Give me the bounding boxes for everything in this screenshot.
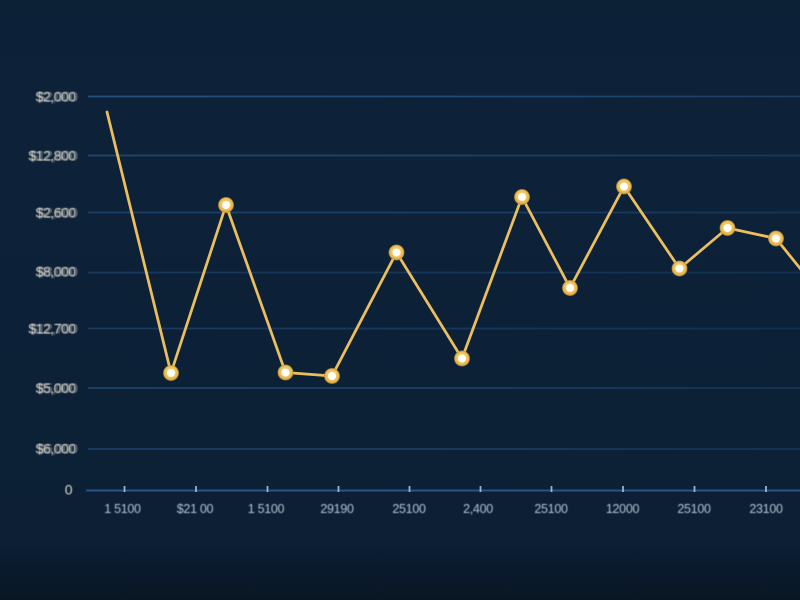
svg-text:25100: 25100 [392, 502, 426, 516]
svg-text:$5,000: $5,000 [36, 380, 77, 396]
svg-text:$2,000: $2,000 [36, 89, 77, 105]
svg-text:$8,000: $8,000 [36, 264, 77, 280]
svg-text:12000: 12000 [606, 502, 640, 516]
svg-text:$2,600: $2,600 [38, 205, 79, 221]
svg-text:$8,000: $8,000 [38, 264, 79, 280]
svg-text:$5,000: $5,000 [38, 380, 79, 396]
svg-text:1 5100: 1 5100 [104, 502, 141, 516]
svg-text:2,400: 2,400 [463, 502, 493, 516]
svg-text:29190: 29190 [320, 502, 354, 516]
svg-text:$12,800: $12,800 [30, 148, 78, 164]
svg-text:$12,700: $12,700 [30, 321, 78, 337]
svg-text:0: 0 [65, 482, 73, 498]
svg-text:23100: 23100 [749, 502, 783, 516]
svg-text:25100: 25100 [534, 502, 568, 516]
svg-text:$2,600: $2,600 [36, 205, 77, 221]
svg-text:$6,000: $6,000 [36, 441, 77, 457]
svg-text:$6,000: $6,000 [38, 441, 79, 457]
svg-text:$12,700: $12,700 [28, 321, 76, 337]
svg-text:25100: 25100 [677, 502, 711, 516]
svg-text:$2,000: $2,000 [38, 89, 79, 105]
svg-text:1 5100: 1 5100 [248, 502, 285, 516]
svg-text:$12,800: $12,800 [28, 148, 76, 164]
svg-text:$21 00: $21 00 [177, 502, 214, 516]
